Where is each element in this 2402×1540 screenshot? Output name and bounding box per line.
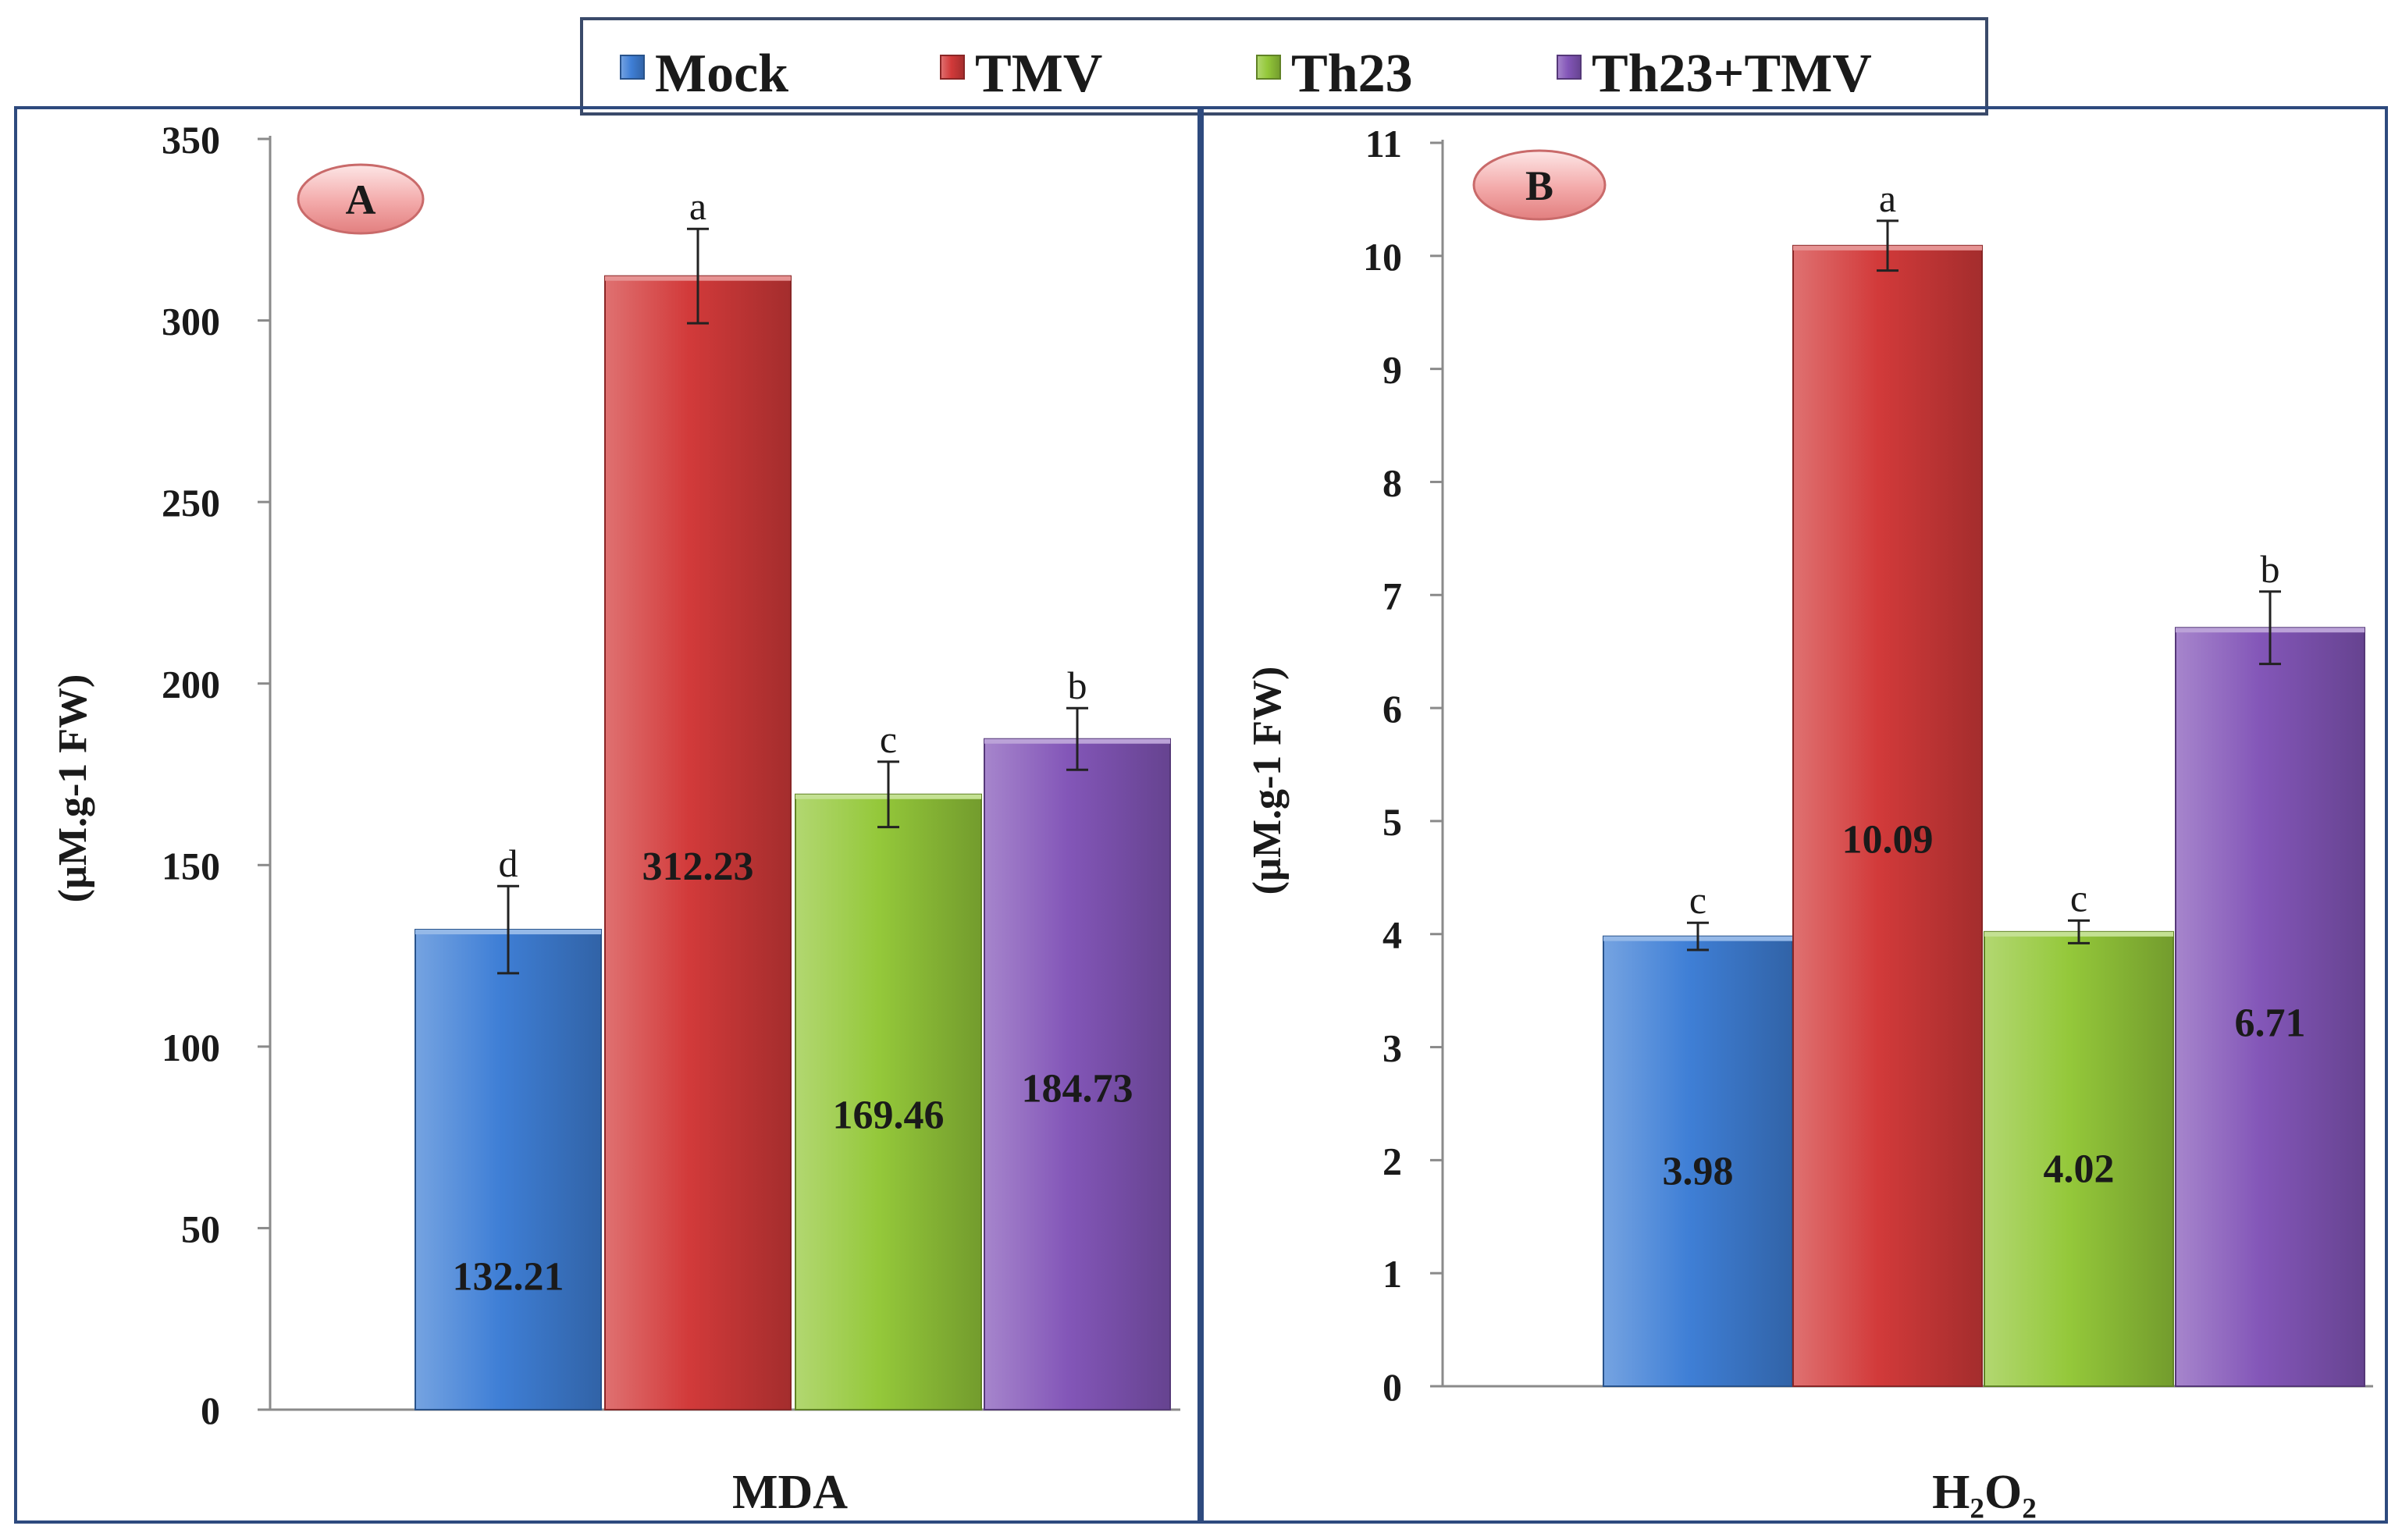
y-tick-label: 6 <box>1382 687 1402 731</box>
legend-label-3: Th23+TMV <box>1592 44 1872 104</box>
bar-tmv <box>1792 244 1983 1387</box>
y-tick-label: 9 <box>1382 348 1402 392</box>
panel-b-ylabel: (µM.g-1 FW) <box>1245 667 1290 895</box>
y-tick-label: 8 <box>1382 461 1402 504</box>
panel-b: B (µM.g-1 FW) H₂O₂ 0 1 2 3 4 5 6 7 8 9 10 11 c 3.98 a 1… <box>1245 122 2373 1519</box>
y-tick-label: 150 <box>162 844 220 887</box>
significance-letter: a <box>689 184 706 228</box>
panel-a-xlabel: MDA <box>732 1466 848 1519</box>
value-label: 4.02 <box>2044 1147 2115 1192</box>
bar-tmv <box>604 275 792 1410</box>
y-tick-label: 200 <box>162 663 220 706</box>
panel-a-label-pill <box>297 163 425 235</box>
y-tick-label: 3 <box>1382 1026 1402 1070</box>
legend-label-1: TMV <box>975 44 1102 104</box>
y-tick-label: 300 <box>162 300 220 343</box>
bar-th23-tmv <box>2175 627 2365 1387</box>
panel-b-xlabel: H₂O₂ <box>1932 1466 2037 1519</box>
y-tick-label: 7 <box>1382 574 1402 617</box>
bar-mock <box>1603 935 1793 1387</box>
value-label: 169.46 <box>833 1094 945 1138</box>
value-label: 132.21 <box>453 1254 564 1299</box>
value-label: 6.71 <box>2235 1001 2306 1046</box>
significance-letter: b <box>1068 663 1087 707</box>
value-label: 3.98 <box>1663 1149 1734 1193</box>
value-label: 10.09 <box>1842 818 1934 862</box>
legend-label-2: Th23 <box>1291 44 1413 104</box>
significance-letter: c <box>880 717 897 761</box>
panel-b-label-pill <box>1472 149 1607 221</box>
panel-a-label: A <box>346 176 376 223</box>
panel-a-frame <box>14 106 1201 1524</box>
bar-th23 <box>1984 930 2174 1387</box>
panel-a-ylabel: (µM.g-1 FW) <box>51 674 95 903</box>
bar-mock <box>415 929 602 1411</box>
significance-letter: d <box>499 841 518 885</box>
significance-letter: c <box>2070 876 2087 919</box>
panel-a: A (µM.g-1 FW) MDA 0 50 100 150 200 250 300 350 d… <box>51 118 1180 1519</box>
y-tick-label: 350 <box>162 118 220 162</box>
value-label: 312.23 <box>642 845 754 889</box>
legend-swatch-0 <box>620 55 645 80</box>
y-tick-label: 0 <box>201 1389 220 1432</box>
panel-b-frame <box>1201 106 2388 1524</box>
significance-letter: b <box>2261 547 2280 591</box>
panel-b-label: B <box>1525 162 1553 209</box>
value-label: 184.73 <box>1022 1067 1133 1111</box>
y-tick-label: 2 <box>1382 1139 1402 1183</box>
y-tick-label: 5 <box>1382 800 1402 844</box>
y-tick-label: 4 <box>1382 913 1402 957</box>
significance-letter: a <box>1879 176 1896 220</box>
y-tick-label: 250 <box>162 481 220 525</box>
y-tick-label: 10 <box>1363 235 1402 279</box>
significance-letter: c <box>1689 878 1706 922</box>
y-tick-label: 0 <box>1382 1365 1402 1409</box>
legend-label-0: Mock <box>655 44 788 104</box>
y-tick-label: 100 <box>162 1026 220 1069</box>
y-tick-label: 11 <box>1365 122 1402 165</box>
bar-th23-tmv <box>984 738 1171 1410</box>
y-tick-label: 1 <box>1382 1252 1402 1296</box>
legend-swatch-3 <box>1557 55 1582 80</box>
legend-box <box>580 17 1988 116</box>
y-tick-label: 50 <box>181 1207 220 1250</box>
legend-swatch-1 <box>940 55 965 80</box>
legend-swatch-2 <box>1256 55 1281 80</box>
